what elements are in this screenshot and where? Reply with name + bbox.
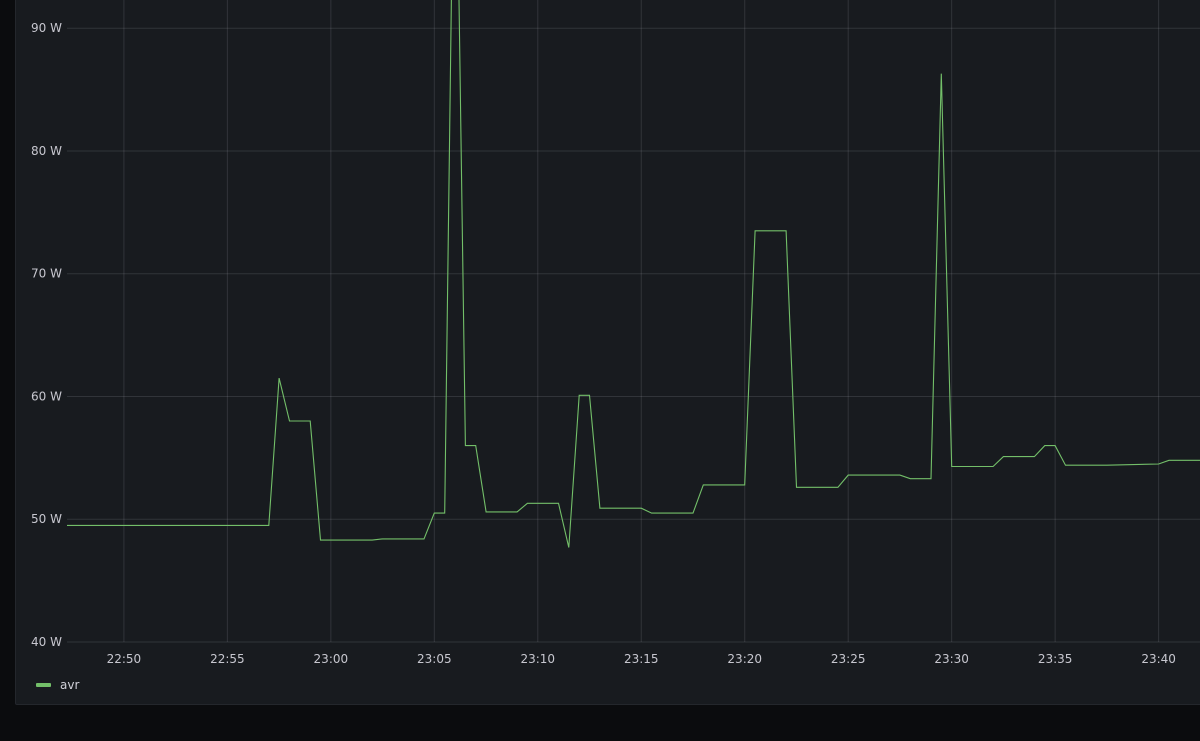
x-tick-label: 22:55 <box>210 652 245 666</box>
y-tick-label: 70 W <box>31 267 62 281</box>
x-tick-label: 23:40 <box>1141 652 1176 666</box>
x-tick-label: 22:50 <box>107 652 142 666</box>
legend-label-avr[interactable]: avr <box>60 678 80 692</box>
chart-panel <box>15 0 1200 705</box>
legend: avr <box>36 678 79 692</box>
x-tick-label: 23:35 <box>1038 652 1073 666</box>
x-tick-label: 23:15 <box>624 652 659 666</box>
y-tick-label: 50 W <box>31 512 62 526</box>
x-tick-label: 23:00 <box>314 652 349 666</box>
y-tick-label: 80 W <box>31 144 62 158</box>
y-tick-label: 90 W <box>31 21 62 35</box>
x-tick-label: 23:30 <box>934 652 969 666</box>
series-line-avr <box>67 0 1200 548</box>
y-tick-label: 40 W <box>31 635 62 649</box>
x-tick-label: 23:05 <box>417 652 452 666</box>
y-tick-label: 60 W <box>31 389 62 403</box>
x-tick-label: 23:10 <box>520 652 555 666</box>
legend-swatch <box>36 683 51 687</box>
x-tick-label: 23:20 <box>727 652 762 666</box>
x-tick-label: 23:25 <box>831 652 866 666</box>
